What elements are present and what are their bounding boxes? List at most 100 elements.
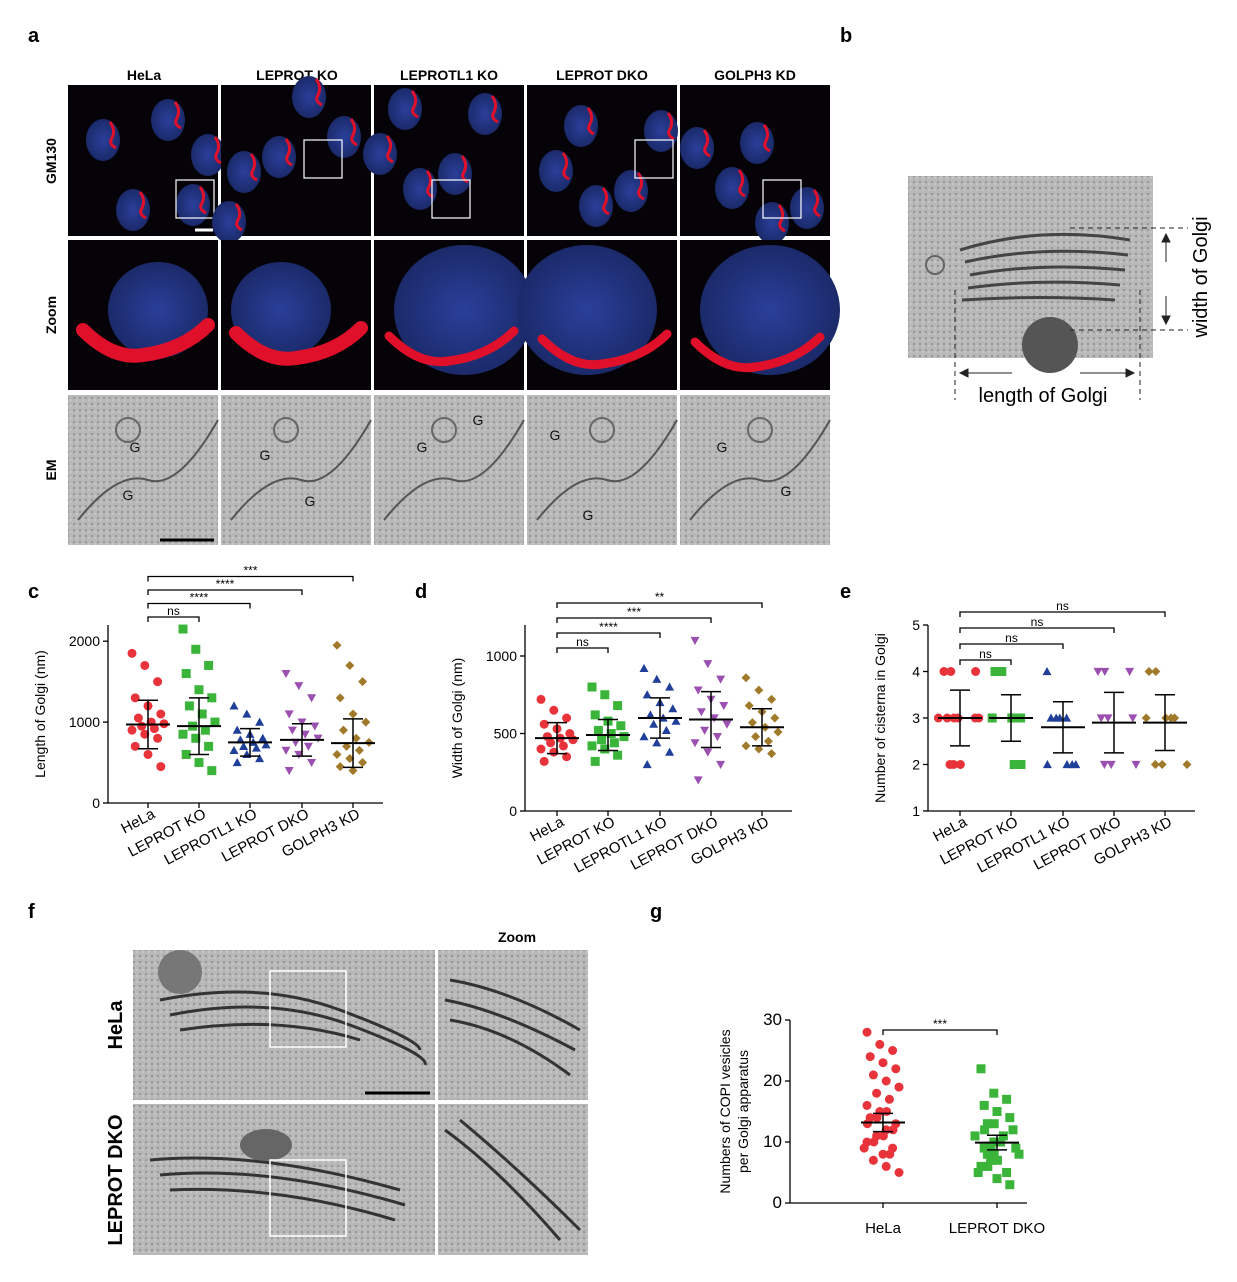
data-point: [307, 694, 317, 703]
data-point: [741, 741, 751, 751]
data-point: [619, 732, 629, 742]
data-point: [204, 741, 214, 751]
data-point: [143, 749, 153, 759]
roi-box: [762, 179, 802, 219]
golgi: [384, 326, 519, 367]
em-label: G: [123, 487, 134, 503]
data-point: [207, 766, 217, 776]
membrane: [230, 419, 372, 521]
data-point: [693, 686, 703, 695]
golgi: [666, 112, 675, 141]
data-point: [606, 729, 616, 738]
golgi: [737, 169, 746, 198]
data-point: [639, 732, 649, 741]
significance-bracket: [959, 627, 1115, 633]
panel-f: Zoom HeLa LEPROT DKO: [105, 929, 588, 1255]
em-label: G: [473, 412, 484, 428]
data-point: [878, 1131, 888, 1141]
golgi: [76, 318, 215, 363]
data-point: [194, 685, 204, 695]
y-tick-label: 5: [912, 617, 920, 633]
data-point: [945, 760, 955, 769]
golgi: [284, 138, 293, 167]
nucleus: [231, 262, 331, 358]
data-point: [744, 701, 754, 711]
nucleus: [539, 150, 573, 192]
data-point: [140, 729, 150, 739]
error-bar: [343, 718, 363, 769]
data-point: [1161, 713, 1171, 723]
vesicle: [273, 417, 299, 443]
data-point: [639, 663, 649, 672]
nucleus: [700, 245, 840, 375]
data-point: [149, 724, 159, 734]
error-bar: [752, 707, 772, 747]
nucleus: [680, 127, 714, 169]
data-point: [1141, 713, 1151, 723]
nucleus: [579, 185, 613, 227]
em-label: G: [583, 507, 594, 523]
golgi: [425, 170, 434, 199]
data-point: [137, 721, 147, 731]
data-point: [354, 745, 364, 755]
y-tick-label: 0: [509, 803, 517, 819]
golgi: [213, 136, 222, 165]
data-point: [1005, 1113, 1015, 1123]
golgi: [108, 121, 117, 150]
membrane: [689, 419, 831, 521]
data-point: [1100, 667, 1110, 676]
data-point: [872, 1113, 882, 1123]
data-point: [1014, 1149, 1024, 1159]
data-point: [281, 669, 291, 679]
data-point: [989, 1088, 999, 1098]
nucleus: [292, 76, 326, 118]
membrane: [383, 419, 525, 521]
nucleus: [116, 189, 150, 231]
y-tick-label: 0: [92, 795, 100, 811]
significance-label: ns: [167, 604, 180, 618]
data-point: [558, 741, 568, 751]
data-point: [997, 667, 1007, 676]
golgi: [385, 135, 394, 164]
significance-label: ns: [1005, 631, 1018, 645]
nucleus: [86, 119, 120, 161]
data-point: [310, 722, 320, 731]
data-point: [229, 745, 239, 755]
panel-label: f: [28, 901, 35, 923]
data-point: [649, 719, 659, 728]
y-tick-label: 2000: [69, 633, 100, 649]
panel-label: c: [28, 581, 39, 603]
data-point: [178, 729, 188, 739]
nucleus: [388, 88, 422, 130]
data-point: [992, 1174, 1002, 1184]
data-point: [358, 758, 368, 768]
data-point: [703, 660, 713, 669]
data-point: [609, 738, 619, 748]
data-point: [1042, 760, 1052, 769]
golgi: [349, 118, 358, 147]
data-point: [982, 1149, 992, 1159]
data-point: [939, 667, 949, 676]
data-point: [872, 1088, 882, 1098]
significance-bracket: [147, 616, 200, 622]
data-point: [255, 717, 265, 726]
golgi: [690, 332, 825, 373]
data-point: [946, 667, 956, 676]
roi-box: [431, 179, 471, 219]
data-point: [351, 733, 361, 743]
data-point: [539, 756, 549, 766]
data-point: [1042, 667, 1052, 676]
data-point: [133, 713, 143, 723]
data-point: [970, 1131, 980, 1141]
data-point: [562, 713, 572, 723]
data-point: [232, 758, 242, 767]
vesicle: [747, 417, 773, 443]
data-point: [313, 734, 323, 743]
data-point: [1062, 760, 1072, 769]
nucleus: [755, 202, 789, 244]
nucleus: [715, 167, 749, 209]
golgi: [234, 203, 243, 232]
em-image: [68, 395, 218, 545]
error-bar: [701, 690, 721, 749]
